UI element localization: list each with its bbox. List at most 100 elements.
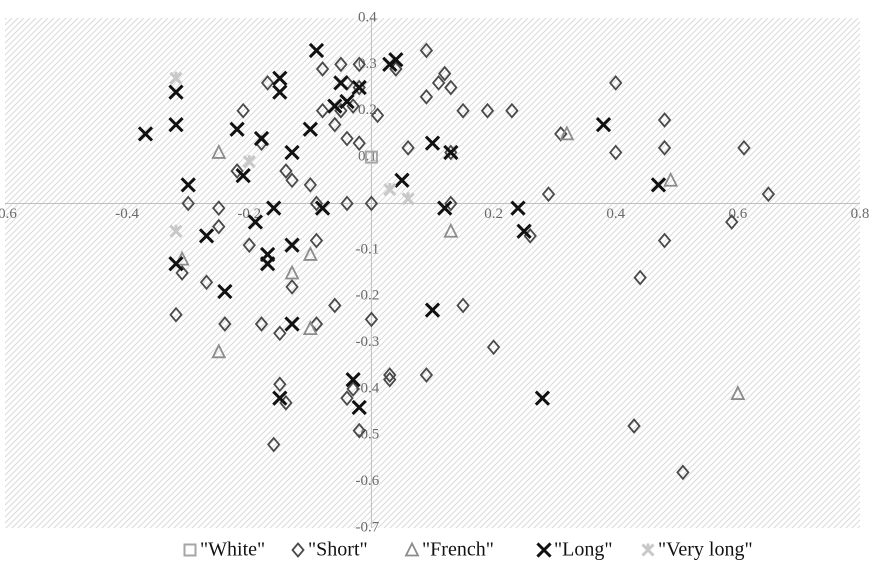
data-point-x [198,228,215,244]
data-point-x [284,237,300,253]
data-point-triangle [663,171,679,187]
legend-item: "White" [183,539,265,561]
data-point-diamond [175,265,189,281]
data-point-x [437,200,453,216]
data-point-diamond [303,177,318,193]
data-point-square [364,150,378,164]
legend-marker-triangle [404,541,420,557]
data-point-diamond [419,88,434,105]
data-point-diamond [438,65,452,82]
data-point-x [217,283,233,300]
data-point-diamond [627,418,641,434]
data-point-x [345,372,361,388]
data-point-diamond [352,422,366,439]
data-point-diamond [401,139,415,156]
plot-area [5,18,860,528]
data-point-diamond [761,186,776,203]
data-point-diamond [212,200,226,216]
legend-item: "Long" [536,539,613,561]
data-point-diamond [609,144,623,161]
legend-item: "Very long" [641,539,753,561]
data-point-x [180,177,196,193]
x-tick-label: -0.2 [237,206,261,222]
data-point-x [394,172,410,188]
data-point-x [308,42,325,59]
data-point-x [314,200,331,216]
data-point-diamond [309,232,324,249]
data-point-diamond [505,102,519,119]
data-point-diamond [267,436,281,453]
data-point-x [284,144,300,161]
x-tick-label: -0.6 [0,206,17,222]
data-point-diamond [334,56,348,73]
y-tick-label: -0.6 [356,473,380,489]
data-point-x [327,98,343,114]
x-tick-label: 0.6 [728,206,747,222]
data-point-diamond [486,339,501,356]
data-point-triangle [443,222,459,238]
legend-marker-square [183,543,197,557]
data-point-diamond [273,325,287,342]
data-point-diamond [242,237,256,254]
data-point-diamond [309,195,324,212]
y-tick-label: -0.7 [356,519,380,535]
data-point-star [169,71,183,85]
x-tick-label: 0.4 [606,206,625,222]
data-point-star [383,182,397,197]
data-point-diamond [328,116,342,133]
data-point-triangle [211,343,227,359]
data-point-x [284,316,300,332]
data-point-star [242,155,256,169]
series-square [364,150,378,164]
legend-marker-diamond [291,542,305,558]
data-point-x [272,84,288,100]
legend-label: "Short" [308,539,368,561]
data-point-diamond [340,390,354,407]
data-point-triangle [284,264,300,280]
data-point-x [168,117,184,133]
data-point-x [168,256,184,272]
legend-item: "Short" [291,539,368,561]
data-point-x [247,214,264,230]
data-point-x [168,84,184,100]
legend-label: "Long" [554,539,613,561]
data-point-diamond [199,274,214,291]
data-point-x [235,168,251,184]
legend: "White" "Short" "French" "Long" "Very long" [183,539,753,561]
y-tick-label: -0.4 [356,380,380,396]
data-point-diamond [633,269,647,286]
data-point-x [351,79,367,96]
data-point-triangle [302,320,318,336]
legend-marker-x [536,542,552,558]
data-point-x [510,200,526,216]
data-point-diamond [541,186,556,203]
data-point-x [253,130,270,147]
y-tick-label: -0.2 [356,288,380,304]
legend-label: "White" [200,539,265,561]
x-tick-label: 0.8 [851,206,870,222]
data-point-diamond [431,75,446,91]
data-point-diamond [315,61,330,77]
data-point-diamond [419,367,434,383]
data-point-x [351,399,367,416]
data-point-diamond [236,102,250,119]
data-point-x [339,93,355,110]
data-point-x [534,390,551,406]
data-point-diamond [212,218,226,235]
data-point-diamond [285,172,299,189]
data-point-triangle [559,125,575,141]
data-point-diamond [218,316,232,332]
legend-label: "Very long" [658,539,753,561]
data-point-x [516,223,532,239]
data-point-diamond [657,112,672,128]
data-point-diamond [657,232,672,249]
data-point-diamond [346,381,360,397]
data-point-diamond [340,130,354,147]
data-point-x [333,75,349,91]
data-point-diamond [676,464,690,481]
data-point-diamond [279,163,293,179]
y-tick-label: -0.1 [356,241,380,257]
data-point-diamond [340,195,354,212]
data-point-x [272,390,288,406]
